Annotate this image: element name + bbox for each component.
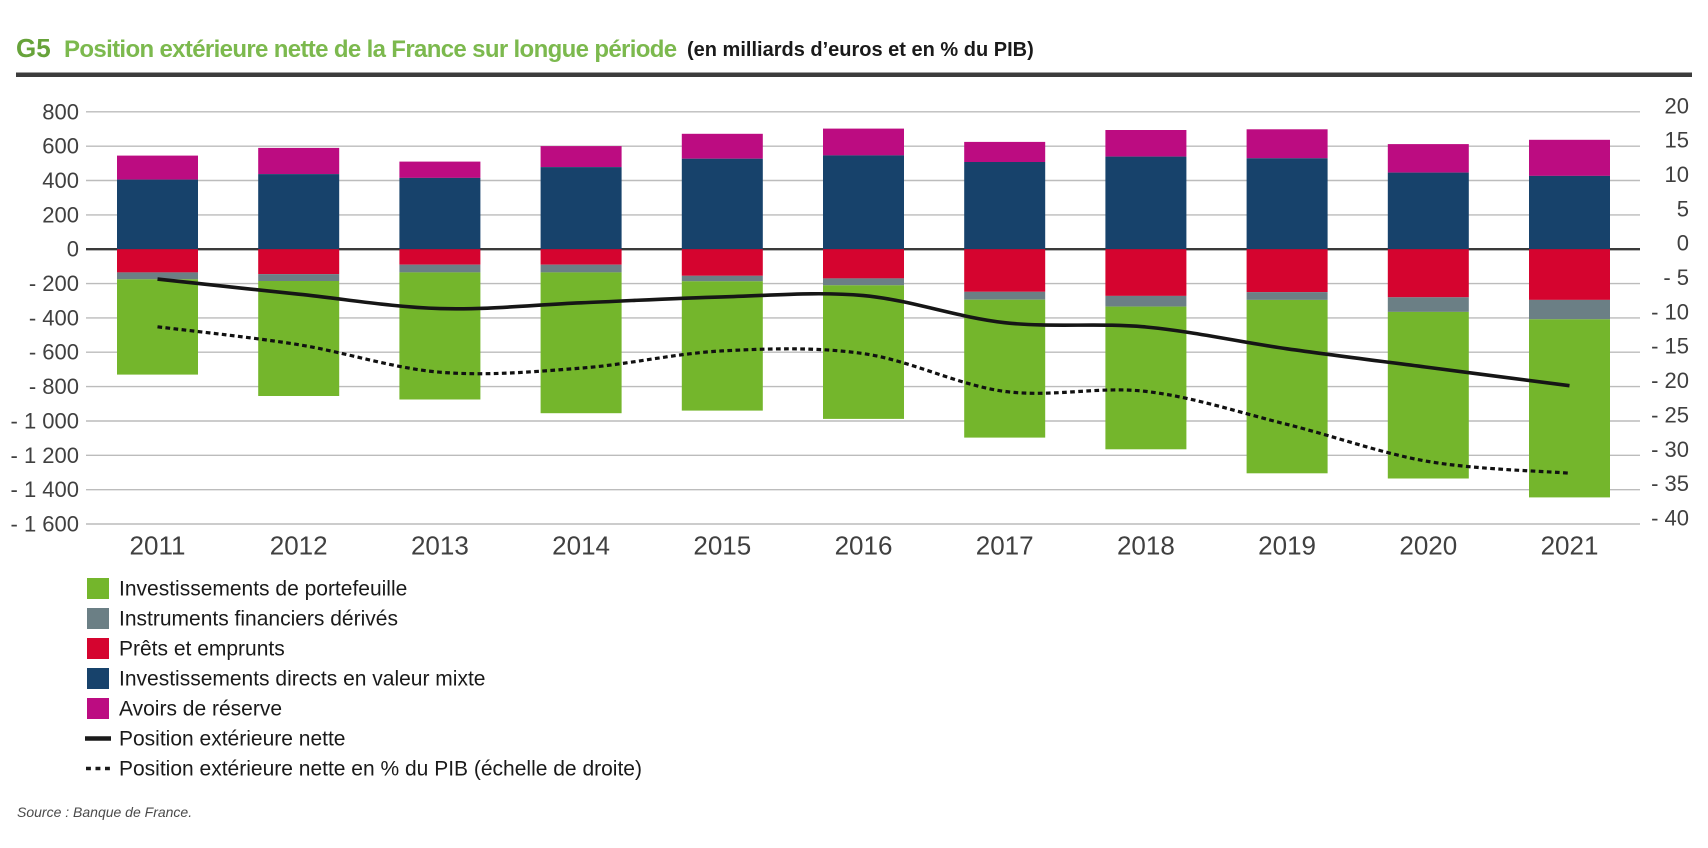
svg-text:2012: 2012 [270, 531, 328, 561]
svg-text:10: 10 [1665, 162, 1689, 187]
svg-text:Position extérieure nette: Position extérieure nette [119, 728, 345, 751]
svg-text:2019: 2019 [1258, 531, 1316, 561]
svg-text:800: 800 [42, 99, 79, 124]
svg-text:2017: 2017 [976, 531, 1034, 561]
svg-text:(en milliards d’euros et en %: (en milliards d’euros et en % du PIB) [687, 39, 1034, 61]
svg-text:2013: 2013 [411, 531, 469, 561]
svg-text:G5: G5 [16, 33, 51, 63]
svg-text:2018: 2018 [1117, 531, 1175, 561]
svg-text:- 10: - 10 [1651, 299, 1689, 324]
svg-text:20: 20 [1665, 93, 1689, 118]
svg-text:- 1 400: - 1 400 [11, 477, 80, 502]
svg-text:600: 600 [42, 134, 79, 159]
svg-text:- 200: - 200 [29, 271, 79, 296]
svg-text:15: 15 [1665, 128, 1689, 153]
svg-text:- 1 600: - 1 600 [11, 512, 80, 537]
svg-text:- 35: - 35 [1651, 471, 1689, 496]
svg-text:- 20: - 20 [1651, 368, 1689, 393]
svg-text:2020: 2020 [1399, 531, 1457, 561]
svg-text:- 800: - 800 [29, 374, 79, 399]
svg-text:0: 0 [67, 237, 79, 262]
svg-text:400: 400 [42, 168, 79, 193]
svg-text:- 1 000: - 1 000 [11, 409, 80, 434]
svg-text:2015: 2015 [693, 531, 751, 561]
svg-text:Instruments financiers dérivés: Instruments financiers dérivés [119, 608, 398, 631]
svg-text:2016: 2016 [835, 531, 893, 561]
svg-text:- 30: - 30 [1651, 437, 1689, 462]
svg-text:- 1 200: - 1 200 [11, 443, 80, 468]
svg-text:Position extérieure nette en %: Position extérieure nette en % du PIB (é… [119, 758, 642, 781]
svg-text:Avoirs de réserve: Avoirs de réserve [119, 698, 282, 721]
svg-text:2011: 2011 [130, 531, 186, 561]
svg-text:2014: 2014 [552, 531, 610, 561]
svg-text:Source : Banque de France.: Source : Banque de France. [17, 804, 192, 820]
svg-text:- 600: - 600 [29, 340, 79, 365]
svg-text:Investissements directs en val: Investissements directs en valeur mixte [119, 668, 485, 691]
svg-text:2021: 2021 [1541, 531, 1599, 561]
svg-text:- 25: - 25 [1651, 403, 1689, 428]
svg-text:5: 5 [1677, 196, 1689, 221]
svg-text:- 400: - 400 [29, 305, 79, 330]
svg-text:Prêts et emprunts: Prêts et emprunts [119, 638, 285, 661]
svg-text:- 15: - 15 [1651, 334, 1689, 359]
svg-text:Position extérieure nette de l: Position extérieure nette de la France s… [64, 36, 677, 63]
svg-text:- 40: - 40 [1651, 506, 1689, 531]
svg-text:200: 200 [42, 202, 79, 227]
svg-text:- 5: - 5 [1663, 265, 1689, 290]
svg-text:Investissements de portefeuill: Investissements de portefeuille [119, 578, 407, 601]
svg-text:0: 0 [1677, 231, 1689, 256]
